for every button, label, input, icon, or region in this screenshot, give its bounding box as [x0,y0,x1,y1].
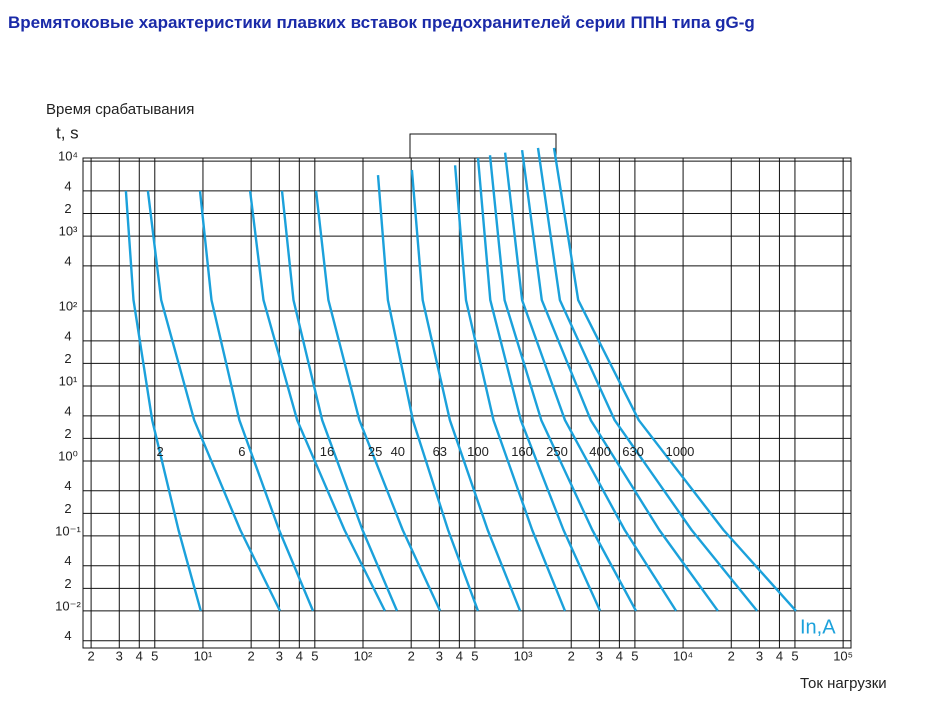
x-tick-label: 10¹ [194,648,213,663]
curve-label: 16 [320,444,334,459]
y-tick-label: 2 [64,201,71,216]
y-axis-label: Время срабатывания [46,101,194,118]
plot-frame [82,157,852,649]
curve-label: 100 [467,444,489,459]
x-axis-label: Ток нагрузки [800,675,887,692]
fuse-curve [198,190,315,612]
x-axis-unit: In,A [800,616,836,638]
y-tick-label: 2 [64,501,71,516]
x-tick-label: 3 [116,648,123,663]
x-tick-label: 3 [436,648,443,663]
x-tick-label: 10² [354,648,373,663]
curve-label: 630 [622,444,644,459]
curve-label: 6 [238,444,245,459]
x-tick-label: 2 [408,648,415,663]
x-tick-label: 4 [776,648,783,663]
fuse-curve [476,157,602,612]
y-tick-label: 10⁰ [58,448,78,463]
fuse-curve [146,190,282,612]
y-tick-label: 4 [64,553,71,568]
x-tick-label: 5 [311,648,318,663]
curve-label: 63 [433,444,447,459]
x-tick-label: 4 [296,648,303,663]
x-tick-label: 10⁴ [673,648,693,663]
fuse-curve [410,169,522,612]
x-tick-label: 10³ [514,648,533,663]
x-tick-label: 3 [276,648,283,663]
fuse-curve [488,155,638,612]
y-tick-label: 10⁻² [55,598,81,613]
fuse-curve [280,190,399,612]
y-axis-unit: t, s [56,123,79,142]
y-tick-label: 4 [64,628,71,643]
chart-title: Времятоковые характеристики плавких вста… [8,13,755,32]
y-tick-label: 4 [64,478,71,493]
x-tick-label: 3 [596,648,603,663]
x-tick-label: 2 [87,648,94,663]
x-tick-label: 2 [568,648,575,663]
y-tick-label: 10⁴ [58,149,78,164]
y-tick-label: 2 [64,426,71,441]
y-tick-label: 4 [64,328,71,343]
y-tick-label: 10³ [59,224,78,239]
fuse-curve [376,175,480,612]
frame-extension [409,133,557,159]
x-tick-label: 5 [631,648,638,663]
x-tick-label: 3 [756,648,763,663]
curve-label: 40 [391,444,405,459]
x-tick-label: 5 [471,648,478,663]
y-tick-label: 10¹ [59,373,78,388]
curve-label: 160 [511,444,533,459]
y-tick-label: 4 [64,253,71,268]
fuse-curve [552,147,797,612]
x-tick-label: 10⁵ [833,648,853,663]
y-tick-label: 4 [64,178,71,193]
curve-label: 25 [368,444,382,459]
x-tick-label: 4 [136,648,143,663]
x-tick-label: 2 [248,648,255,663]
fuse-curve [520,149,719,612]
y-tick-label: 10⁻¹ [55,523,81,538]
curve-label: 250 [546,444,568,459]
curve-label: 1000 [665,444,694,459]
fuse-curve [314,190,442,612]
x-tick-label: 4 [456,648,463,663]
x-tick-label: 2 [728,648,735,663]
y-tick-label: 10² [59,298,78,313]
y-tick-label: 4 [64,403,71,418]
fuse-curve [248,190,386,612]
fuse-curve [124,190,202,612]
fuse-curve [536,147,759,612]
x-tick-label: 5 [791,648,798,663]
x-tick-label: 5 [151,648,158,663]
curve-label: 400 [589,444,611,459]
curve-label: 2 [157,444,164,459]
y-tick-label: 2 [64,576,71,591]
fuse-curve [453,165,567,612]
fuse-curve [503,152,678,612]
y-tick-label: 2 [64,351,71,366]
x-tick-label: 4 [616,648,623,663]
